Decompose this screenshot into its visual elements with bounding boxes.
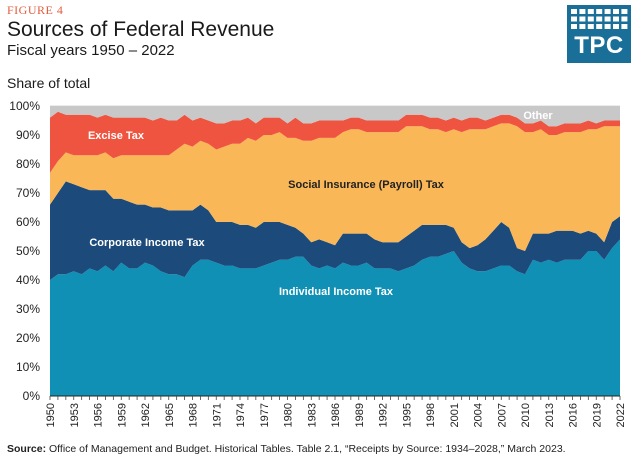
label-social-insurance-payroll-tax: Social Insurance (Payroll) Tax [288, 179, 445, 191]
figure-label: FIGURE 4 [7, 3, 64, 17]
x-tick-label: 2010 [520, 403, 532, 427]
y-tick-label: 30% [16, 302, 40, 316]
x-tick-label: 1968 [188, 403, 200, 427]
x-tick-label: 2022 [615, 403, 627, 427]
y-tick-label: 50% [16, 244, 40, 258]
x-tick-label: 2001 [449, 403, 461, 427]
label-excise-tax: Excise Tax [88, 130, 145, 142]
chart-title: Sources of Federal Revenue [7, 18, 275, 41]
logo-square [613, 9, 619, 14]
logo-text: TPC [574, 32, 624, 59]
y-tick-label: 90% [16, 128, 40, 142]
x-tick-label: 1953 [69, 403, 81, 427]
area-series [50, 106, 620, 396]
x-tick-label: 2004 [473, 403, 485, 427]
logo-square [621, 16, 628, 22]
y-axis-label: Share of total [7, 75, 91, 91]
logo-square [571, 16, 577, 22]
x-tick-label: 1986 [330, 403, 342, 427]
logo-square [604, 24, 611, 29]
logo-square [579, 9, 586, 14]
logo-grid-icon [571, 9, 628, 29]
logo-square [621, 9, 628, 14]
y-tick-label: 10% [16, 360, 40, 374]
tpc-logo: TPC [567, 5, 631, 63]
logo-square [596, 24, 603, 29]
x-tick-label: 1956 [93, 403, 105, 427]
logo-square [579, 16, 586, 22]
y-tick-label: 40% [16, 273, 40, 287]
label-other: Other [523, 110, 553, 122]
y-tick-label: 100% [9, 99, 40, 113]
x-tick-label: 1950 [45, 403, 57, 427]
x-axis: 1950 1953 1956 1959 1962 1965 1968 1971 1974 1977… [45, 395, 627, 427]
y-tick-label: 80% [16, 157, 40, 171]
source-note: Source: Office of Management and Budget.… [7, 443, 566, 455]
source-text: Office of Management and Budget. Histori… [49, 443, 566, 455]
logo-square [596, 16, 603, 22]
y-tick-label: 70% [16, 186, 40, 200]
area-social-insurance-payroll-tax [50, 123, 620, 251]
logo-square [579, 24, 586, 29]
x-tick-label: 1962 [140, 403, 152, 427]
x-tick-label: 1992 [378, 403, 390, 427]
logo-square [571, 9, 577, 14]
chart-subtitle: Fiscal years 1950 – 2022 [7, 42, 175, 59]
y-tick-label: 0% [23, 389, 41, 403]
x-tick-label: 1971 [211, 403, 223, 427]
logo-square [613, 24, 619, 29]
x-tick-label: 1983 [306, 403, 318, 427]
x-tick-label: 2013 [544, 403, 556, 427]
y-tick-label: 20% [16, 331, 40, 345]
logo-square [587, 24, 594, 29]
x-tick-label: 2016 [568, 403, 580, 427]
x-tick-label: 2007 [496, 403, 508, 427]
x-tick-label: 1974 [235, 403, 247, 427]
label-corporate-income-tax: Corporate Income Tax [89, 237, 205, 249]
x-tick-label: 1980 [283, 403, 295, 427]
x-tick-label: 1977 [259, 403, 271, 427]
logo-square [571, 24, 577, 29]
x-tick-label: 1995 [401, 403, 413, 427]
logo-square [621, 24, 628, 29]
logo-square [613, 16, 619, 22]
label-individual-income-tax: Individual Income Tax [279, 286, 394, 298]
area-corporate-income-tax [50, 181, 620, 280]
y-axis-ticks: 0% 10% 20% 30% 40% 50% 60% 70% 80% 90% 100% [9, 99, 40, 403]
series-labels: Individual Income Tax Corporate Income Ta… [88, 110, 553, 298]
x-tick-label: 2019 [591, 403, 603, 427]
logo-square [587, 9, 594, 14]
x-tick-label: 1989 [354, 403, 366, 427]
area-individual-income-tax [50, 239, 620, 396]
x-tick-label: 1965 [164, 403, 176, 427]
x-tick-label: 1998 [425, 403, 437, 427]
x-tick-label: 1959 [116, 403, 128, 427]
logo-square [604, 16, 611, 22]
logo-square [596, 9, 603, 14]
area-other [50, 106, 620, 127]
logo-square [587, 16, 594, 22]
logo-square [604, 9, 611, 14]
area-excise-tax [50, 111, 620, 173]
y-tick-label: 60% [16, 215, 40, 229]
source-label: Source: [7, 443, 47, 455]
